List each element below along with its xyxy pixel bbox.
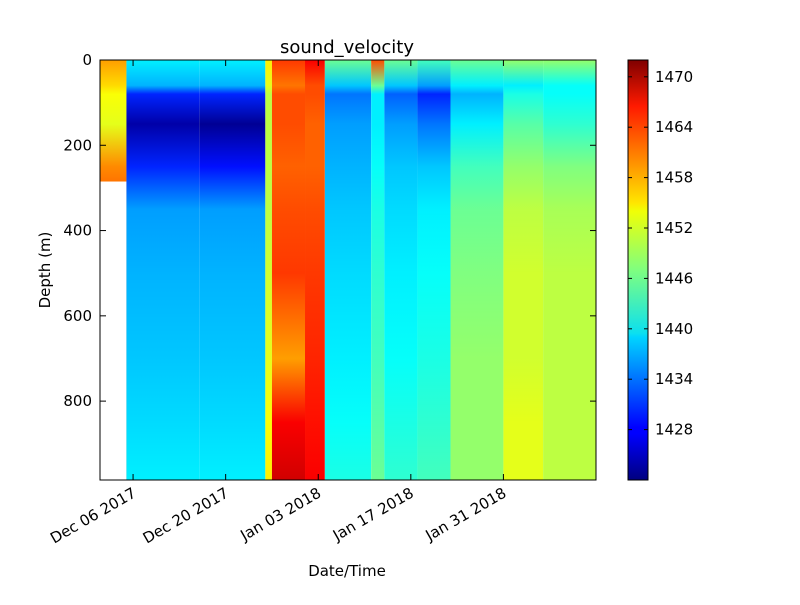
heatmap-segment [371, 60, 385, 480]
heatmap-segment [305, 60, 325, 480]
x-axis-label: Date/Time [308, 562, 386, 580]
colorbar-tick-label: 1440 [655, 320, 693, 338]
x-tick-label: Jan 17 2018 [329, 484, 417, 545]
y-axis: 0 200 400 600 800 [63, 51, 596, 410]
colorbar-tick-label: 1446 [655, 269, 693, 287]
y-tick-label: 200 [63, 136, 92, 154]
y-tick-label: 800 [63, 392, 92, 410]
colorbar-tick-label: 1458 [655, 169, 693, 187]
heatmap-segment [199, 60, 266, 480]
colorbar-tick-label: 1464 [655, 118, 693, 136]
plot-frame [99, 59, 597, 481]
heatmap-segment [384, 60, 418, 480]
chart-title: sound_velocity [280, 37, 414, 58]
x-tick-label: Dec 06 2017 [47, 484, 139, 548]
heatmap-segment [450, 60, 504, 480]
heatmap-segment [265, 60, 272, 480]
y-tick-label: 600 [63, 307, 92, 325]
no-data-region [100, 181, 127, 480]
heatmap-area [100, 60, 596, 480]
x-tick-label: Jan 31 2018 [422, 484, 510, 545]
heatmap-segment [543, 60, 596, 480]
x-tick-label: Jan 03 2018 [236, 484, 324, 545]
colorbar-tick-label: 1428 [655, 421, 693, 439]
y-tick-label: 0 [82, 51, 92, 69]
y-axis-label: Depth (m) [36, 232, 54, 309]
heatmap-segment [503, 60, 544, 480]
heatmap-segment [324, 60, 372, 480]
colorbar [627, 59, 649, 481]
heatmap-segment [126, 60, 200, 480]
colorbar-tick-label: 1434 [655, 370, 693, 388]
colorbar-tick-label: 1470 [655, 68, 693, 86]
colorbar-ticks: 1428 1434 1440 1446 1452 1458 1464 1470 [628, 68, 693, 439]
heatmap-segment [417, 60, 451, 480]
x-tick-label: Dec 20 2017 [140, 484, 232, 548]
y-tick-label: 400 [63, 222, 92, 240]
colorbar-tick-label: 1452 [655, 219, 693, 237]
heatmap-segment [271, 60, 306, 480]
